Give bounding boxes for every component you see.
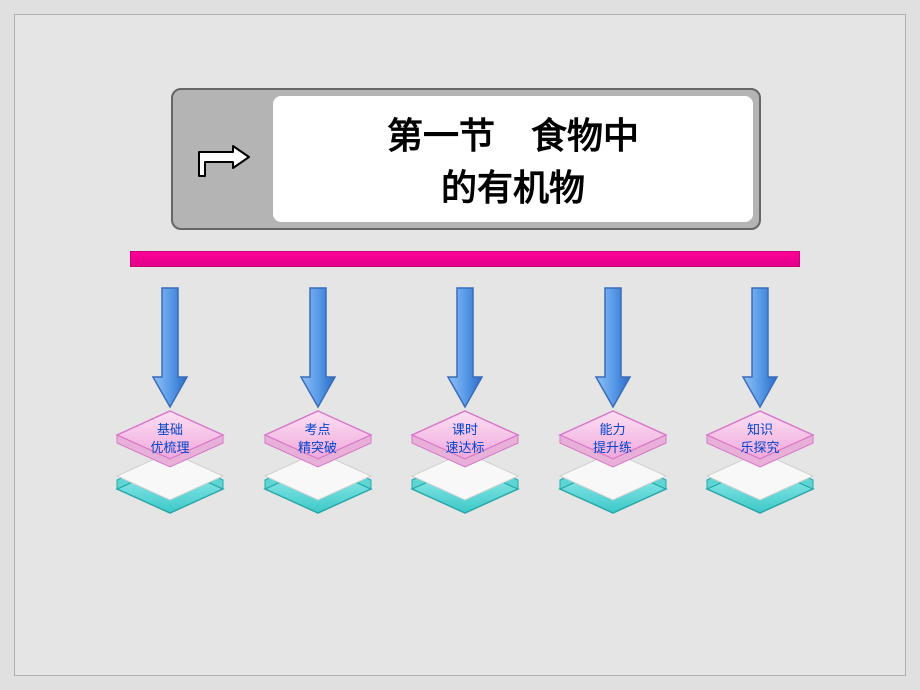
title-icon-section xyxy=(173,90,273,228)
diamond-item-3[interactable]: 能力 提升练 xyxy=(548,407,678,507)
diamond-label-line1: 知识 xyxy=(747,422,773,437)
diamond-item-1[interactable]: 考点 精突破 xyxy=(253,407,383,507)
diamond-label: 基础 优梳理 xyxy=(150,421,189,456)
divider-bar xyxy=(130,251,800,267)
diamond-label-line2: 优梳理 xyxy=(150,440,189,455)
diamond-label-line1: 基础 xyxy=(157,422,183,437)
diamond-label-line1: 能力 xyxy=(599,422,625,437)
diamond-label-line1: 课时 xyxy=(452,422,478,437)
arrow-3 xyxy=(578,285,648,410)
diamond-label: 能力 提升练 xyxy=(593,421,632,456)
title-line-2: 的有机物 xyxy=(441,159,585,211)
title-text-section: 第一节 食物中 的有机物 xyxy=(273,96,753,222)
diamond-label-line2: 提升练 xyxy=(593,440,632,455)
diamond-label: 考点 精突破 xyxy=(298,421,337,456)
diamond-label: 知识 乐探究 xyxy=(740,421,779,456)
diamonds-row: 基础 优梳理 考点 精突破 xyxy=(105,407,825,507)
title-line-1: 第一节 食物中 xyxy=(387,107,639,159)
arrow-4 xyxy=(725,285,795,410)
diamond-label-line1: 考点 xyxy=(304,422,330,437)
diamond-label-line2: 精突破 xyxy=(298,440,337,455)
pointing-hand-icon xyxy=(191,132,256,187)
arrow-0 xyxy=(135,285,205,410)
arrow-1 xyxy=(283,285,353,410)
title-card: 第一节 食物中 的有机物 xyxy=(171,88,761,230)
diamond-label-line2: 乐探究 xyxy=(740,440,779,455)
diamond-label-line2: 速达标 xyxy=(445,440,484,455)
slide-container: 第一节 食物中 的有机物 xyxy=(14,14,906,676)
diamond-label: 课时 速达标 xyxy=(445,421,484,456)
diamond-item-0[interactable]: 基础 优梳理 xyxy=(105,407,235,507)
diamond-item-4[interactable]: 知识 乐探究 xyxy=(695,407,825,507)
diamond-item-2[interactable]: 课时 速达标 xyxy=(400,407,530,507)
arrows-row xyxy=(135,285,795,410)
arrow-2 xyxy=(430,285,500,410)
